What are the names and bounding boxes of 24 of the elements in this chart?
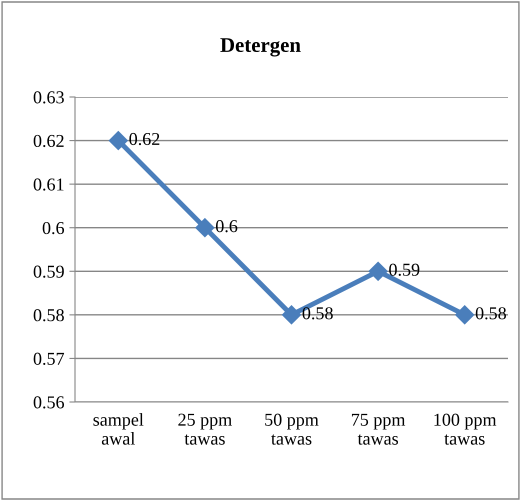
y-tick-label: 0.57	[34, 352, 64, 365]
y-tick-label: 0.6	[42, 222, 64, 234]
data-label: 0.58	[476, 307, 506, 320]
point	[282, 305, 302, 324]
x-tick-label: 50 ppm tawas	[265, 414, 319, 445]
y-tick-label: 0.56	[34, 396, 64, 409]
y-tick-label: 0.63	[34, 91, 64, 104]
y-tick-label: 0.61	[34, 178, 64, 191]
y-tick-label: 0.59	[34, 266, 64, 278]
y-tick-label: 0.58	[34, 309, 64, 322]
x-tick-label: 75 ppm tawas	[352, 414, 406, 445]
data-label: 0.6	[216, 220, 238, 232]
point	[108, 131, 128, 150]
chart-title: Detergen	[220, 38, 301, 56]
x-tick-label: sampel awal	[93, 413, 144, 445]
data-label: 0.59	[389, 264, 420, 276]
point	[368, 262, 388, 281]
y-tick-label: 0.62	[34, 134, 64, 148]
x-tick-label: 25 ppm tawas	[178, 414, 232, 445]
data-label: 0.62	[129, 132, 160, 146]
x-tick-label: 100 ppm tawas	[434, 414, 496, 445]
data-label: 0.58	[302, 307, 333, 320]
point	[195, 218, 214, 238]
point	[455, 305, 474, 324]
